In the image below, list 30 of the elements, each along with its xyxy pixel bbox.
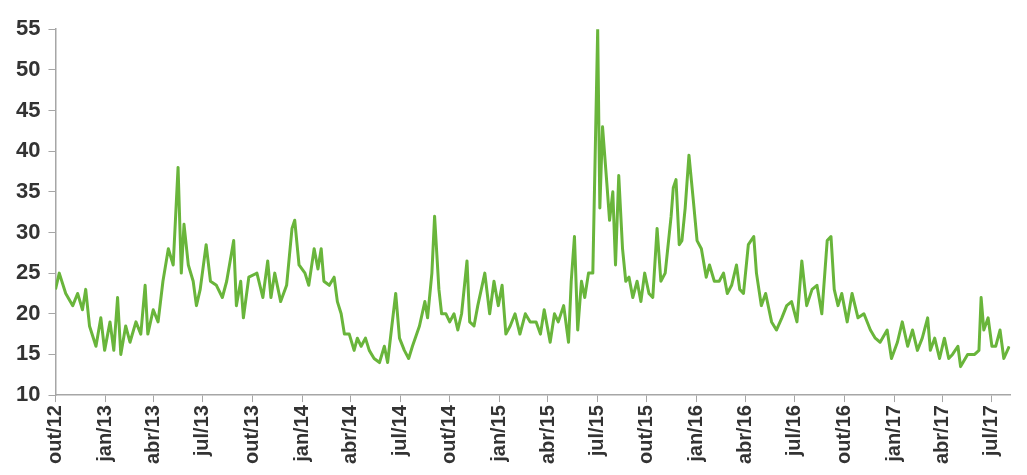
x-tick-label: abr/14	[338, 404, 361, 465]
x-tick-label: jan/14	[289, 404, 312, 463]
x-tick-label: jul/17	[979, 405, 1002, 458]
y-tick-label: 45	[15, 96, 41, 122]
y-tick-label: 50	[15, 55, 41, 81]
x-tick-label: out/13	[240, 405, 263, 464]
y-tick-label: 25	[15, 259, 41, 285]
x-tick-label: out/14	[437, 404, 460, 464]
x-tick-label: jan/16	[684, 405, 707, 463]
x-tick-label: out/15	[634, 405, 657, 464]
y-tick-label: 40	[15, 137, 41, 163]
x-tick-label: jan/15	[486, 405, 509, 463]
x-tick-label: jul/15	[584, 405, 607, 458]
x-tick-label: abr/16	[733, 405, 756, 465]
x-tick-label: out/16	[832, 405, 854, 464]
y-tick-label: 30	[15, 218, 41, 244]
x-tick-label: abr/17	[930, 405, 953, 465]
y-tick-label: 20	[15, 299, 41, 325]
x-tick-label: jan/13	[92, 405, 115, 463]
x-tick-label: out/12	[42, 405, 65, 464]
y-tick-label: 55	[15, 15, 41, 41]
y-tick-label: 15	[15, 340, 41, 366]
y-tick-label: 10	[15, 381, 41, 407]
y-tick-label: 35	[15, 177, 41, 203]
x-tick-label: abr/13	[141, 405, 164, 465]
x-tick-label: jul/13	[190, 405, 213, 458]
x-tick-label: jul/16	[782, 405, 805, 458]
x-tick-label: jan/17	[881, 405, 904, 463]
x-tick-label: jul/14	[387, 404, 410, 458]
x-tick-label: abr/15	[535, 405, 558, 465]
